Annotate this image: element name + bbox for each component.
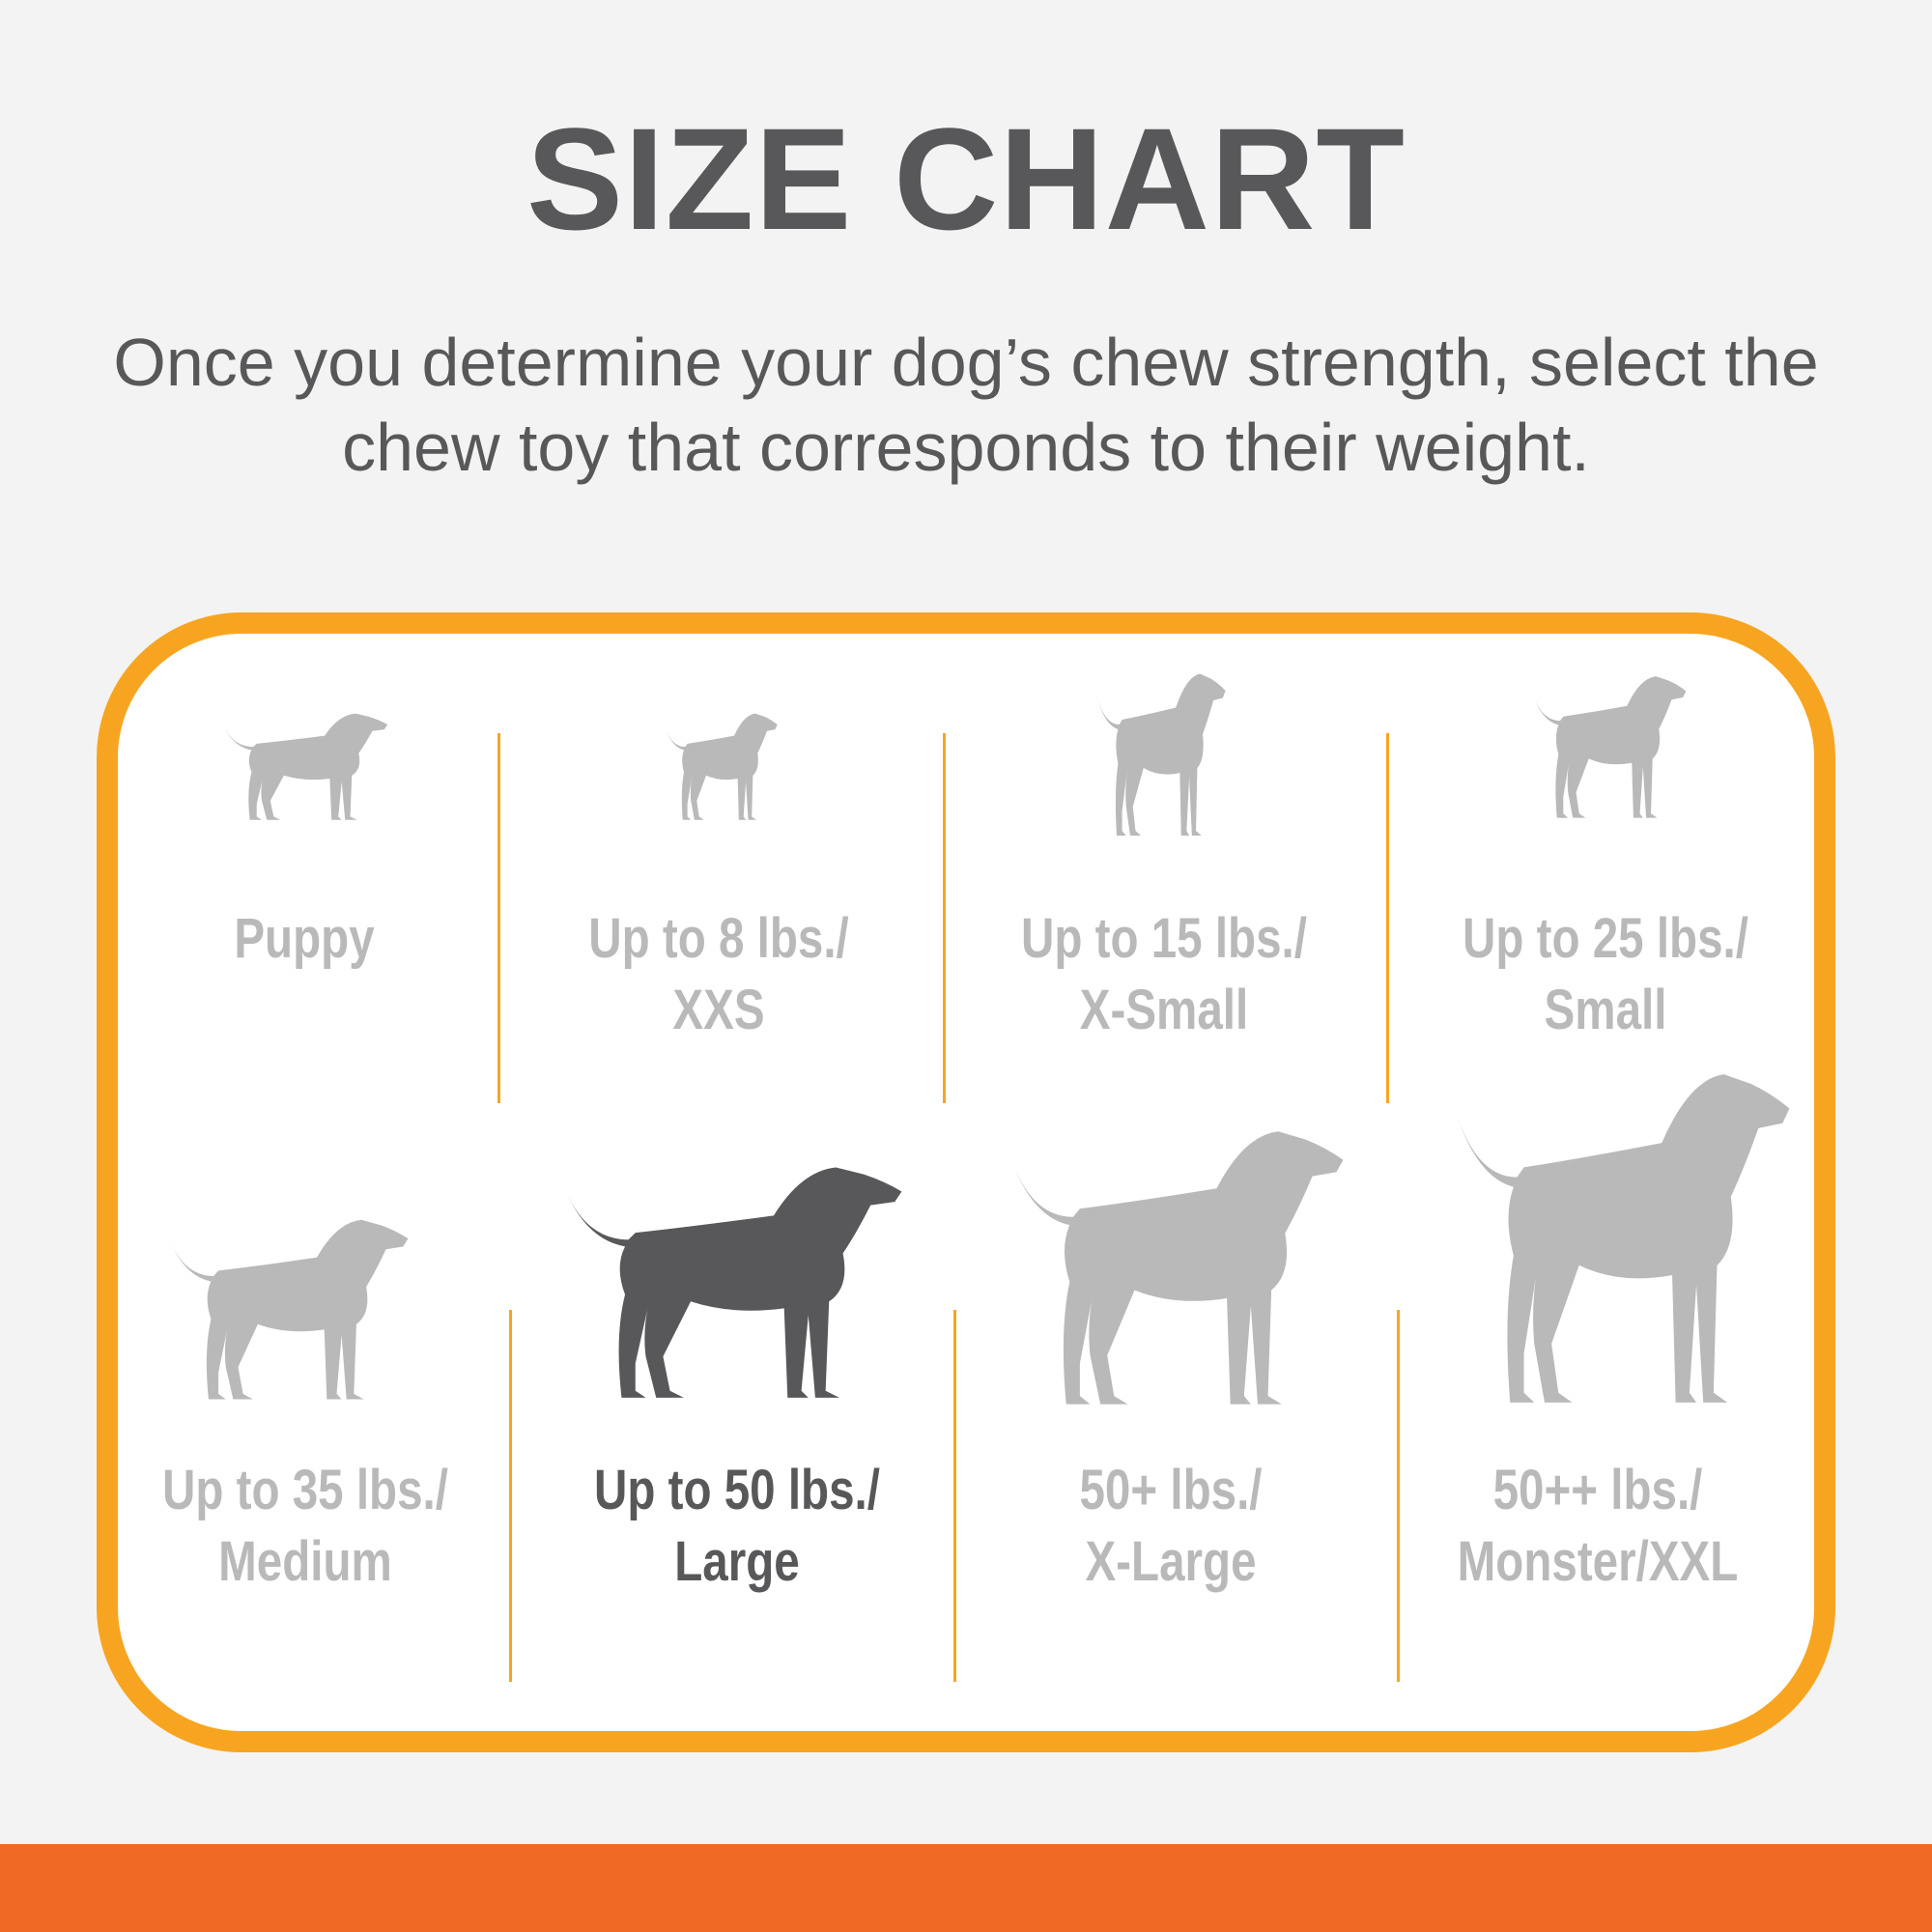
size-weight: Up to 35 lbs./	[162, 1459, 448, 1521]
divider	[1386, 733, 1389, 1103]
size-name: Medium	[218, 1530, 392, 1593]
size-weight: Up to 25 lbs./	[1463, 907, 1748, 970]
small-terrier-icon	[1093, 671, 1227, 840]
size-label: Puppy	[138, 903, 470, 975]
size-name: Monster/XXL	[1457, 1530, 1739, 1593]
size-label: Up to 8 lbs./ XXS	[553, 903, 885, 1046]
size-name: XXS	[672, 979, 765, 1041]
labrador-icon	[559, 1164, 905, 1405]
divider	[953, 1310, 956, 1682]
puppy-icon	[219, 712, 389, 823]
size-label: Up to 15 lbs./ X-Small	[998, 903, 1330, 1046]
divider	[509, 1310, 512, 1682]
divider	[943, 733, 946, 1103]
size-label: Up to 50 lbs./ Large	[571, 1455, 903, 1598]
shepherd-icon	[1005, 1127, 1347, 1412]
size-label: Up to 35 lbs./ Medium	[139, 1455, 471, 1598]
size-label: 50++ lbs./ Monster/XXL	[1432, 1455, 1764, 1598]
subtitle-line-2: chew toy that corresponds to their weigh…	[342, 410, 1590, 485]
subtitle-line-1: Once you determine your dog’s chew stren…	[113, 325, 1819, 400]
page-title: SIZE CHART	[526, 98, 1406, 260]
size-name: Large	[674, 1530, 800, 1593]
beagle-icon	[164, 1217, 411, 1405]
great-dane-icon	[1448, 1069, 1793, 1412]
bottom-bar	[0, 1844, 1932, 1932]
size-weight: Up to 15 lbs./	[1021, 907, 1307, 970]
size-label: 50+ lbs./ X-Large	[1005, 1455, 1337, 1598]
yorkie-icon	[1528, 674, 1688, 822]
divider	[497, 733, 500, 1103]
size-name: X-Large	[1085, 1530, 1257, 1593]
chihuahua-icon	[662, 712, 779, 823]
size-name: X-Small	[1079, 979, 1249, 1041]
size-weight: Up to 50 lbs./	[594, 1459, 880, 1521]
size-weight: 50+ lbs./	[1079, 1459, 1263, 1521]
size-weight: 50++ lbs./	[1492, 1459, 1703, 1521]
size-weight: Puppy	[234, 907, 375, 970]
divider	[1397, 1310, 1400, 1682]
size-name: Small	[1544, 979, 1667, 1041]
size-label: Up to 25 lbs./ Small	[1439, 903, 1772, 1046]
size-weight: Up to 8 lbs./	[588, 907, 849, 970]
